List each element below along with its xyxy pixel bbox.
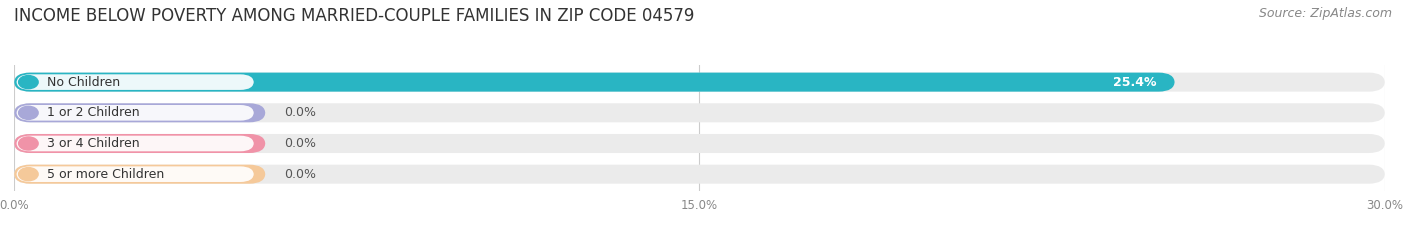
- Text: INCOME BELOW POVERTY AMONG MARRIED-COUPLE FAMILIES IN ZIP CODE 04579: INCOME BELOW POVERTY AMONG MARRIED-COUPL…: [14, 7, 695, 25]
- FancyBboxPatch shape: [14, 103, 266, 122]
- Text: 0.0%: 0.0%: [284, 106, 316, 119]
- FancyBboxPatch shape: [14, 134, 1385, 153]
- FancyBboxPatch shape: [14, 165, 266, 184]
- Text: 0.0%: 0.0%: [284, 168, 316, 181]
- Text: 25.4%: 25.4%: [1114, 76, 1157, 89]
- Text: 3 or 4 Children: 3 or 4 Children: [48, 137, 141, 150]
- Circle shape: [18, 75, 38, 89]
- Text: 1 or 2 Children: 1 or 2 Children: [48, 106, 141, 119]
- FancyBboxPatch shape: [17, 105, 254, 121]
- Circle shape: [18, 168, 38, 181]
- Circle shape: [18, 106, 38, 119]
- FancyBboxPatch shape: [14, 165, 1385, 184]
- Text: 0.0%: 0.0%: [284, 137, 316, 150]
- Text: No Children: No Children: [48, 76, 121, 89]
- FancyBboxPatch shape: [14, 103, 1385, 122]
- Text: Source: ZipAtlas.com: Source: ZipAtlas.com: [1258, 7, 1392, 20]
- FancyBboxPatch shape: [17, 166, 254, 182]
- Circle shape: [18, 137, 38, 150]
- FancyBboxPatch shape: [17, 136, 254, 151]
- FancyBboxPatch shape: [14, 134, 266, 153]
- FancyBboxPatch shape: [14, 73, 1385, 92]
- Text: 5 or more Children: 5 or more Children: [48, 168, 165, 181]
- FancyBboxPatch shape: [14, 73, 1175, 92]
- FancyBboxPatch shape: [17, 74, 254, 90]
